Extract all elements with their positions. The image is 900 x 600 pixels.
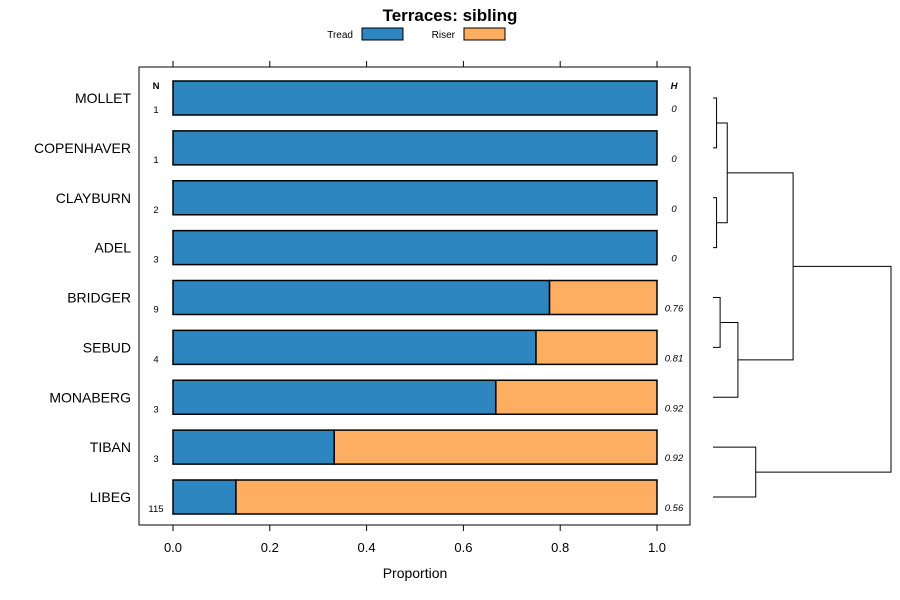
x-axis-label: Proportion [383,565,448,581]
dendrogram-link-4 [713,297,721,348]
dendrogram [713,97,892,498]
h-value: 0 [671,204,677,215]
panel-frame [138,66,691,526]
category-label: SEBUD [83,339,131,355]
category-label: CLAYBURN [56,190,131,206]
n-value: 2 [153,205,158,216]
dendrogram-link-7 [727,172,794,361]
bars-group [172,80,658,515]
bar-tread-sebud [172,329,537,366]
dendrogram-link-6 [713,446,757,498]
n-value: 3 [153,404,158,415]
legend-label-riser: Riser [432,30,456,41]
legend-swatch-riser [463,27,506,41]
dendrogram-link-3 [716,122,728,224]
dendrogram-link-1 [713,97,718,149]
bar-riser-bridger [548,279,658,316]
n-value: 3 [153,454,158,465]
legend-swatch-tread [361,27,404,41]
bar-riser-monaberg [495,379,658,415]
labels-group: N H MOLLET 1 0 COPENHAVER 1 0 CLAYBURN 2 0 ADEL 3 0 BR… [34,81,684,515]
chart-title: Terraces: sibling [383,6,518,25]
x-tick-label: 0.0 [164,540,182,555]
bar-tread-copenhaver [172,130,658,166]
legend: Tread Riser [327,27,506,41]
x-tick-label: 0.8 [551,540,569,555]
h-value: 0 [671,104,677,115]
h-column-header: H [671,81,679,92]
bar-tread-clayburn [172,180,658,216]
bar-riser-libeg [235,479,658,515]
x-axis: 0.0 0.2 0.4 0.6 0.8 1.0 [164,61,666,555]
bar-tread-mollet [172,80,658,116]
bar-riser-sebud [535,329,658,366]
bar-tread-monaberg [172,379,497,415]
h-value: 0.92 [665,453,684,464]
x-tick-label: 0.2 [261,540,279,555]
n-value: 1 [153,155,158,166]
x-tick-label: 1.0 [648,540,666,555]
bar-tread-adel [172,229,658,266]
dendrogram-link-2 [713,197,718,249]
h-value: 0 [671,154,677,165]
bar-tread-bridger [172,279,551,316]
n-value: 3 [153,255,158,266]
h-value: 0 [671,254,677,265]
x-tick-label: 0.4 [358,540,376,555]
h-value: 0.56 [665,503,684,514]
h-value: 0.76 [665,304,684,315]
category-label: ADEL [94,240,131,256]
bar-tread-tiban [172,429,335,465]
n-value: 115 [148,504,163,515]
category-label: TIBAN [90,439,131,455]
dendrogram-link-5 [713,321,739,398]
category-label: BRIDGER [67,290,131,306]
plot-panel [138,66,691,526]
h-value: 0.92 [665,403,684,414]
category-label: MONABERG [49,389,131,405]
h-value: 0.81 [665,353,684,364]
legend-label-tread: Tread [327,30,353,41]
bar-riser-tiban [333,429,658,465]
category-label: COPENHAVER [34,140,131,156]
bar-tread-libeg [172,479,237,515]
n-value: 1 [153,105,158,116]
x-tick-label: 0.6 [454,540,472,555]
n-column-header: N [153,81,160,92]
n-value: 9 [153,305,158,316]
category-label: LIBEG [90,489,131,505]
dendrogram-link-8 [755,265,892,473]
n-value: 4 [153,354,158,365]
category-label: MOLLET [75,90,131,106]
